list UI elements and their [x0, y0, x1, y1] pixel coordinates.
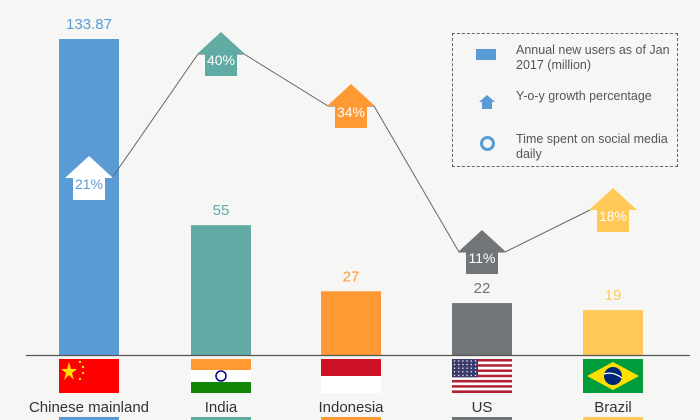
bar-footer-strip — [583, 417, 643, 420]
bar-footer-strip — [59, 417, 119, 420]
legend-arrow-icon — [479, 95, 495, 109]
growth-arrow-2 — [327, 84, 375, 128]
bar-value-label: 22 — [474, 280, 491, 297]
bar-footer-strip — [452, 417, 512, 420]
category-label: India — [205, 399, 238, 416]
bar-footer-strip — [191, 417, 251, 420]
india-flag-icon — [191, 359, 251, 393]
legend: Annual new users as of Jan 2017 (million… — [452, 33, 678, 167]
legend-label-growth: Y-o-y growth percentage — [516, 89, 652, 103]
legend-label-users: Annual new users as of Jan 2017 (million… — [516, 43, 670, 72]
category-label: US — [472, 399, 493, 416]
growth-label: 18% — [599, 208, 627, 224]
growth-label: 11% — [469, 250, 496, 266]
bar-4 — [583, 310, 643, 355]
us-flag-icon — [452, 359, 512, 393]
bar-value-label: 19 — [605, 287, 622, 304]
growth-arrow-0 — [65, 156, 113, 200]
bar-value-label: 133.87 — [66, 16, 112, 33]
growth-label: 40% — [207, 52, 235, 68]
legend-ring-icon — [480, 136, 495, 151]
legend-bar-icon — [476, 49, 496, 60]
brazil-flag-icon — [583, 359, 643, 393]
china-flag-icon — [59, 359, 119, 393]
growth-arrow-1 — [197, 32, 245, 76]
indonesia-flag-icon — [321, 359, 381, 393]
growth-arrow-4 — [589, 188, 637, 232]
bar-value-label: 55 — [213, 202, 230, 219]
bar-value-label: 27 — [343, 268, 360, 285]
legend-label-time: Time spent on social media daily — [516, 132, 668, 161]
bar-footer-strip — [321, 417, 381, 420]
growth-label: 21% — [75, 176, 103, 192]
bar-1 — [191, 225, 251, 355]
bar-2 — [321, 291, 381, 355]
category-label: Indonesia — [318, 399, 384, 416]
growth-label: 34% — [337, 104, 365, 120]
category-label: Brazil — [594, 399, 632, 416]
category-label: Chinese mainland — [29, 399, 149, 416]
bar-3 — [452, 303, 512, 355]
growth-arrow-3 — [458, 230, 506, 274]
